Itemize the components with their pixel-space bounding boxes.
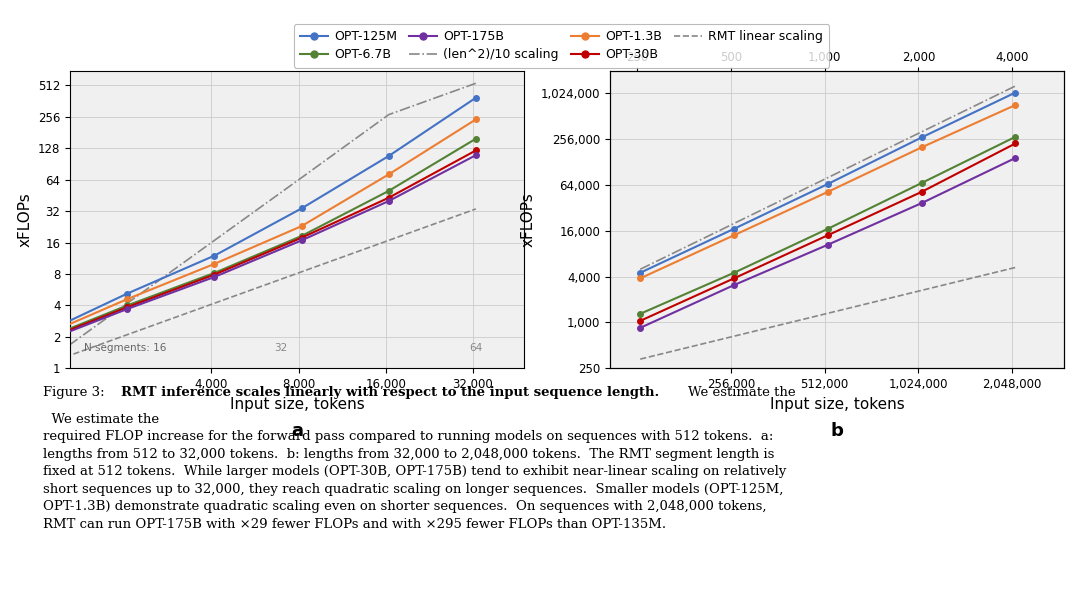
Y-axis label: xFLOPs: xFLOPs — [521, 192, 536, 247]
Text: 64: 64 — [470, 343, 483, 353]
Y-axis label: xFLOPs: xFLOPs — [17, 192, 32, 247]
X-axis label: Input size, tokens: Input size, tokens — [770, 397, 904, 412]
Text: a: a — [291, 422, 303, 440]
Text: We estimate the: We estimate the — [688, 386, 796, 399]
Text: b: b — [831, 422, 843, 440]
Text: We estimate the
required FLOP increase for the forward pass compared to running : We estimate the required FLOP increase f… — [43, 413, 786, 531]
Legend: OPT-125M, OPT-6.7B, OPT-175B, (len^2)/10 scaling, OPT-1.3B, OPT-30B, RMT linear : OPT-125M, OPT-6.7B, OPT-175B, (len^2)/10… — [294, 24, 829, 68]
X-axis label: Input size, tokens: Input size, tokens — [230, 397, 364, 412]
Text: Figure 3:: Figure 3: — [43, 386, 105, 399]
Text: N segments: 16: N segments: 16 — [84, 343, 166, 353]
Text: 32: 32 — [274, 343, 287, 353]
Text: RMT inference scales linearly with respect to the input sequence length.: RMT inference scales linearly with respe… — [121, 386, 659, 399]
